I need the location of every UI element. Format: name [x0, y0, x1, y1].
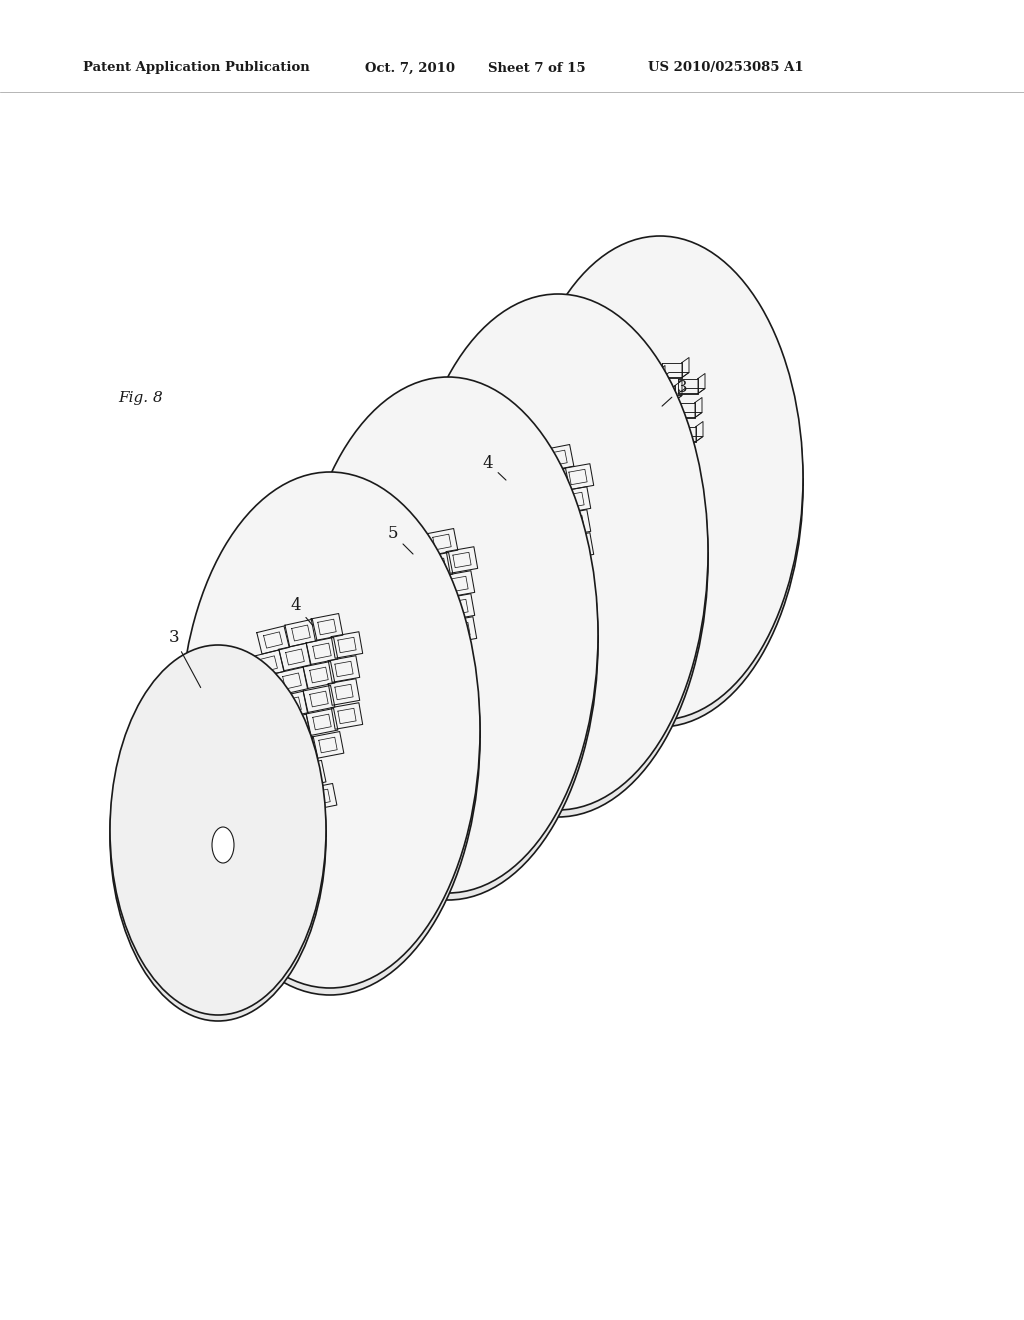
Text: Sheet 7 of 15: Sheet 7 of 15	[488, 62, 586, 74]
Ellipse shape	[517, 243, 803, 727]
Ellipse shape	[578, 451, 608, 473]
Ellipse shape	[180, 473, 480, 987]
Ellipse shape	[110, 651, 326, 1020]
Ellipse shape	[212, 828, 234, 863]
Ellipse shape	[298, 384, 598, 900]
Ellipse shape	[298, 378, 598, 894]
Text: 4: 4	[291, 598, 313, 626]
Ellipse shape	[517, 236, 803, 719]
Text: Patent Application Publication: Patent Application Publication	[83, 62, 309, 74]
Text: Fig. 8: Fig. 8	[118, 391, 163, 405]
Ellipse shape	[110, 645, 326, 1015]
Text: US 2010/0253085 A1: US 2010/0253085 A1	[648, 62, 804, 74]
Text: 4: 4	[482, 454, 506, 480]
Ellipse shape	[408, 301, 708, 817]
Text: 3: 3	[663, 380, 687, 407]
Ellipse shape	[408, 294, 708, 810]
Text: Oct. 7, 2010: Oct. 7, 2010	[365, 62, 455, 74]
Text: 3: 3	[169, 630, 201, 688]
Ellipse shape	[180, 479, 480, 995]
Text: 5: 5	[388, 525, 413, 554]
